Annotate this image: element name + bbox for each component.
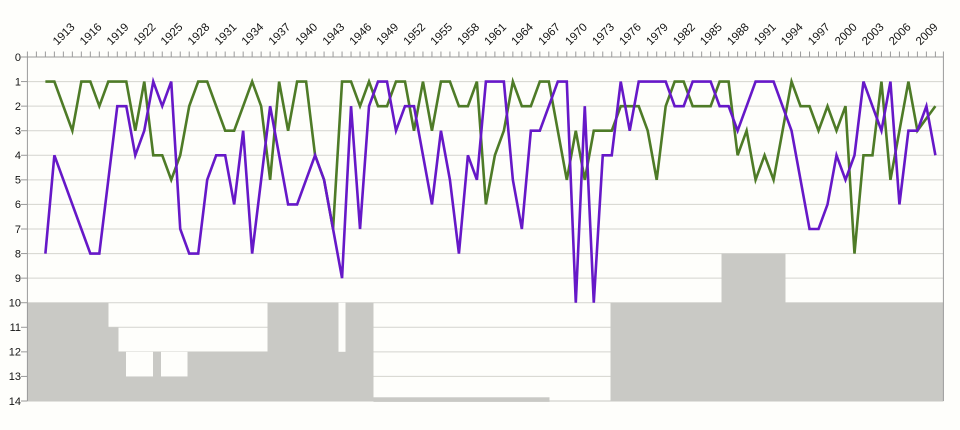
svg-text:3: 3 [15,126,21,138]
svg-text:0: 0 [15,52,21,64]
svg-text:7: 7 [15,224,21,236]
svg-text:4: 4 [15,150,21,162]
svg-text:1: 1 [15,76,21,88]
svg-text:11: 11 [10,322,21,334]
svg-text:9: 9 [15,273,21,285]
svg-text:2: 2 [15,101,21,113]
svg-text:10: 10 [9,298,21,310]
svg-text:12: 12 [9,347,21,359]
svg-text:14: 14 [9,396,21,408]
svg-text:6: 6 [15,199,21,211]
svg-text:13: 13 [9,371,21,383]
svg-text:5: 5 [15,175,21,187]
svg-text:8: 8 [15,248,21,260]
